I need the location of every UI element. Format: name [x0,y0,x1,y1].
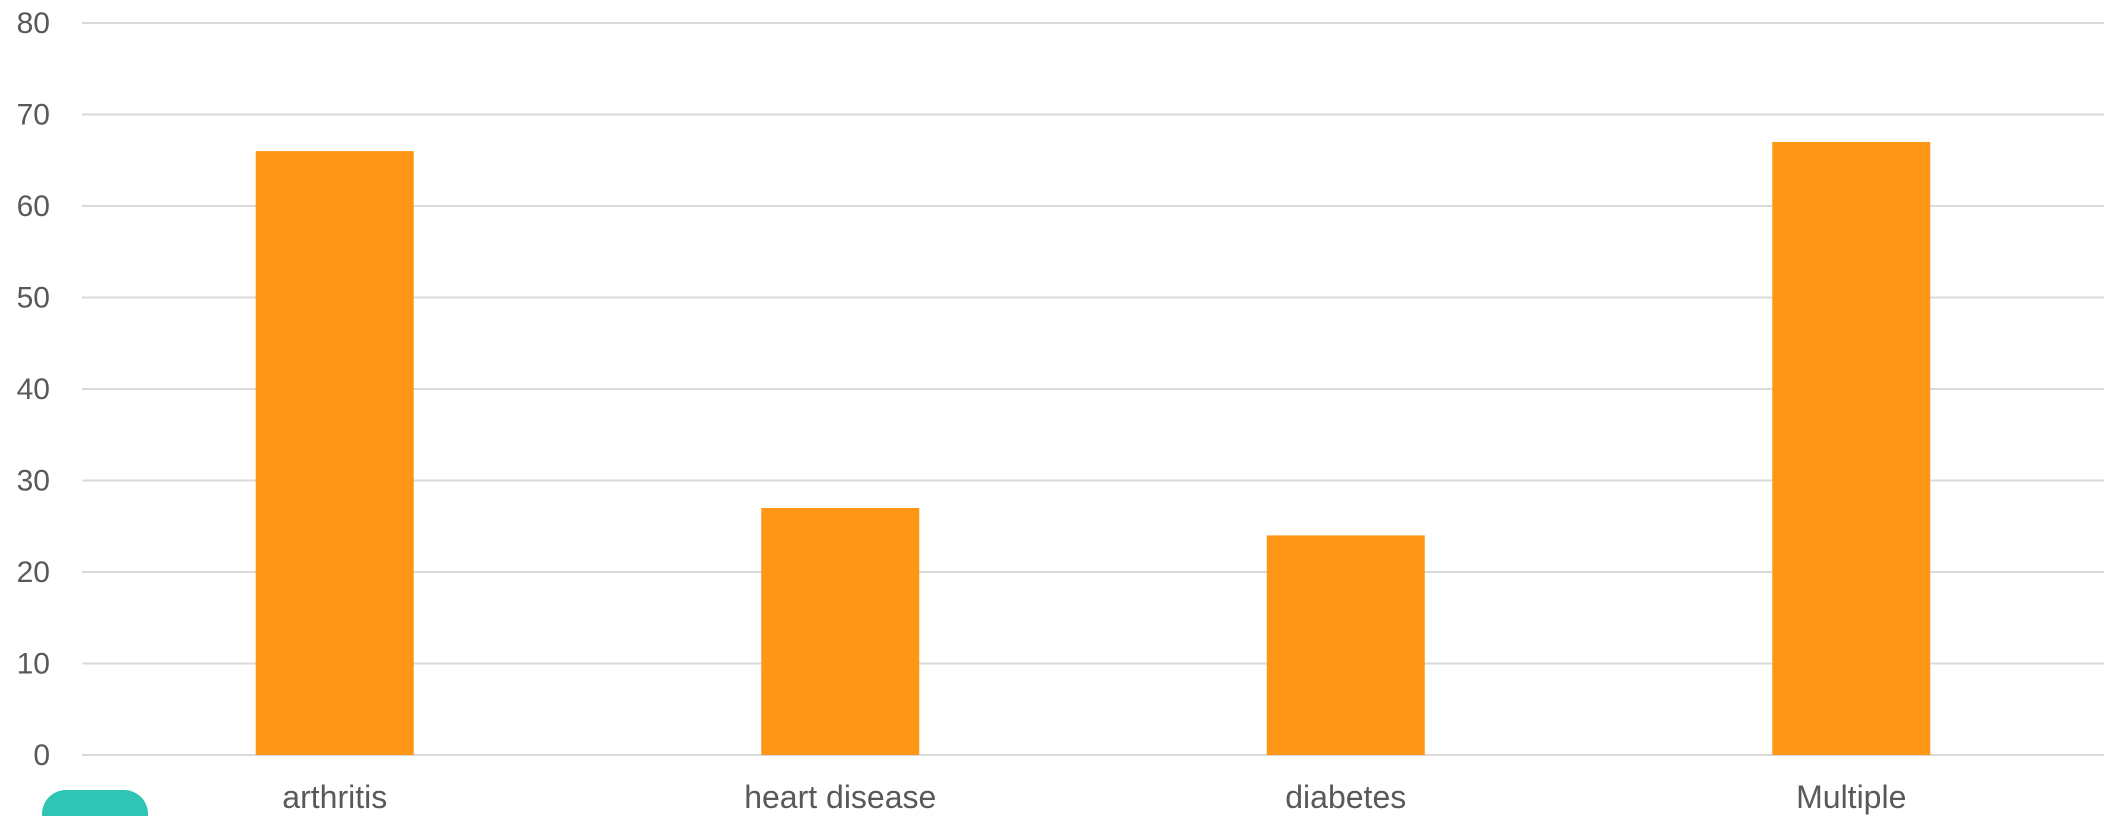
bar [761,507,920,755]
y-tick-label: 20 [17,556,50,589]
bar [1772,141,1931,755]
y-tick-label: 60 [17,190,50,223]
y-tick-label: 70 [17,99,50,132]
y-tick-label: 40 [17,373,50,406]
gridlines [82,22,2104,756]
bars [255,141,1931,756]
y-tick-label: 30 [17,465,50,498]
y-tick-label: 10 [17,648,50,681]
legend [42,790,148,816]
x-tick-label: arthritis [282,779,387,815]
y-tick-label: 0 [33,739,50,772]
y-tick-label: 50 [17,282,50,315]
legend-marker [42,790,148,816]
x-tick-label: diabetes [1285,779,1406,815]
y-tick-label: 80 [17,7,50,40]
y-axis: 0 10 20 30 40 50 60 70 80 [17,7,50,772]
x-axis: arthritis heart disease diabetes Multiple [282,779,1906,815]
x-tick-label: Multiple [1796,779,1906,815]
x-tick-label: heart disease [744,779,936,815]
bar [1266,535,1425,755]
bar [255,151,414,756]
